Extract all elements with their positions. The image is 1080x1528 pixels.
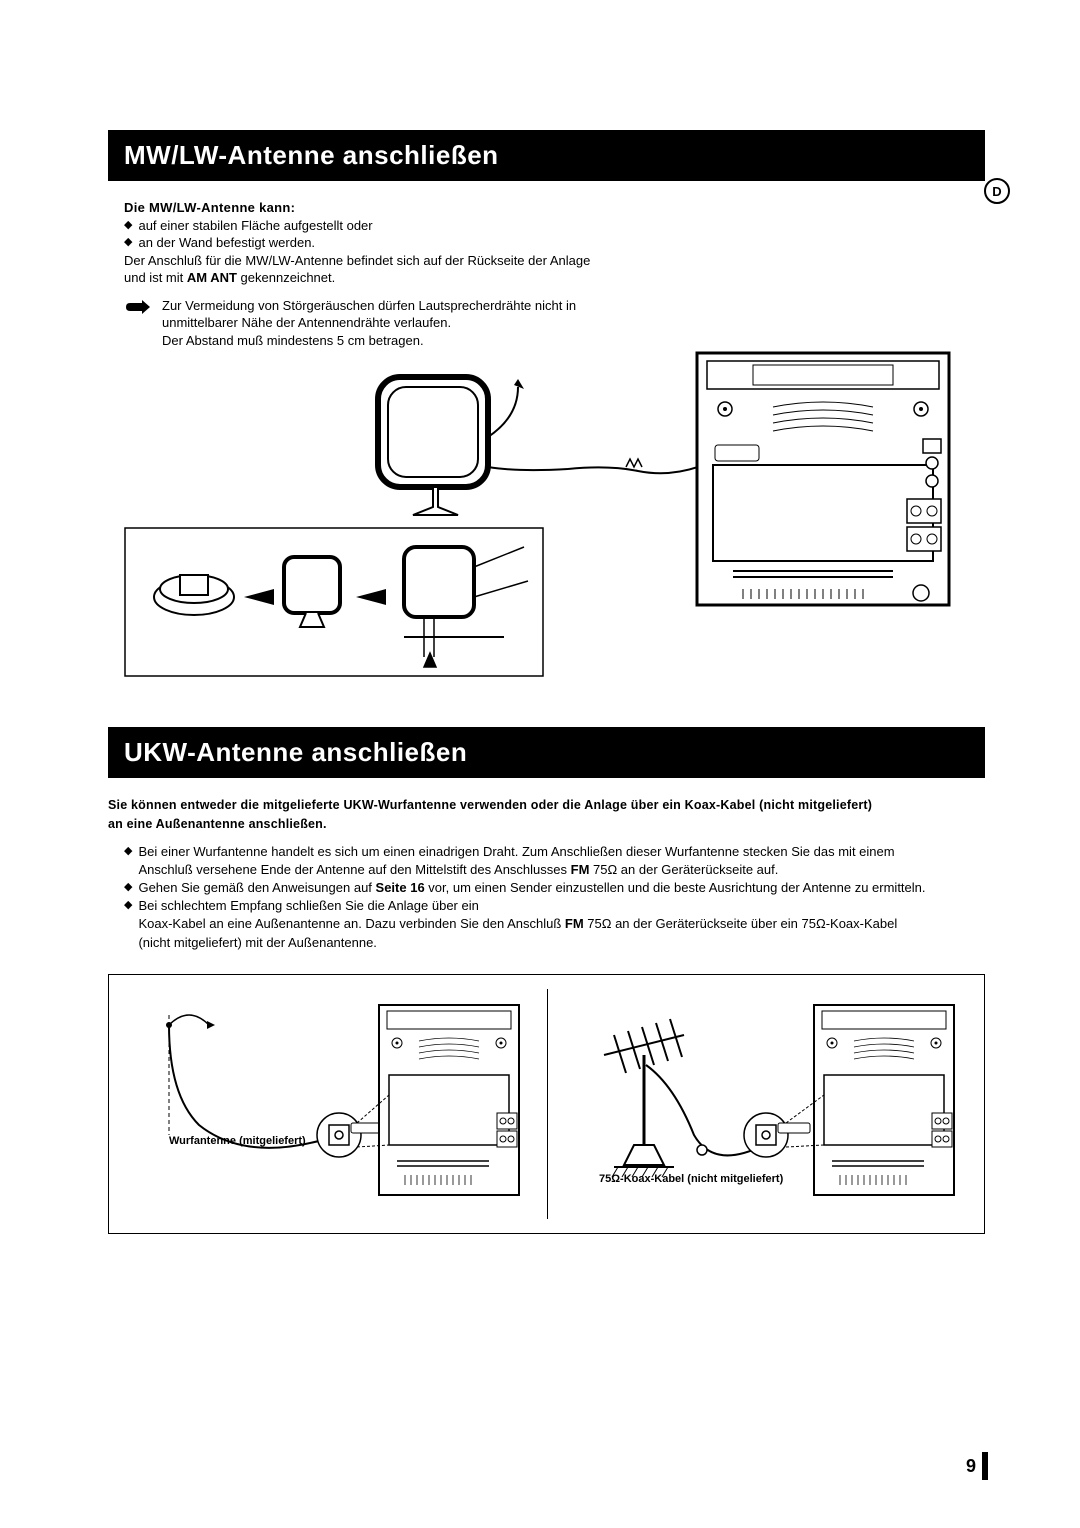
section2-bullet-2-text: Gehen Sie gemäß den Anweisungen auf Seit… <box>138 879 925 897</box>
manual-page: D MW/LW-Antenne anschließen Die MW/LW-An… <box>0 0 1080 1528</box>
device-rear-panel-icon <box>693 349 953 609</box>
antenna-wire-icon <box>568 457 698 487</box>
section1-title-bar: MW/LW-Antenne anschließen <box>108 130 985 181</box>
b3-l2-pre: Koax-Kabel an eine Außenantenne an. Dazu… <box>138 916 564 931</box>
section1-title: MW/LW-Antenne anschließen <box>124 140 969 171</box>
section2-intro-l2: an eine Außenantenne anschließen. <box>108 815 985 833</box>
page-number-bar-icon <box>982 1452 988 1480</box>
wire-antenna-diagram-icon <box>129 995 529 1215</box>
b1-l1: Bei einer Wurfantenne handelt es sich um… <box>138 844 894 859</box>
section2-title-bar: UKW-Antenne anschließen <box>108 727 985 778</box>
section1-bullet-2-text: an der Wand befestigt werden. <box>138 234 315 252</box>
section1-line4-bold: AM ANT <box>187 270 237 285</box>
section1-note-text: Zur Vermeidung von Störgeräuschen dürfen… <box>162 297 576 350</box>
section2-intro-l1: Sie können entweder die mitgelieferte UK… <box>108 796 985 814</box>
b2-post: vor, um einen Sender einzustellen und di… <box>425 880 926 895</box>
section2-bullet-3: ◆ Bei schlechtem Empfang schließen Sie d… <box>124 897 985 952</box>
section2-bullet-1-text: Bei einer Wurfantenne handelt es sich um… <box>138 843 894 879</box>
diamond-bullet-icon: ◆ <box>124 234 132 252</box>
hand-pointing-icon <box>124 297 152 322</box>
section2-bullet-1: ◆ Bei einer Wurfantenne handelt es sich … <box>124 843 985 879</box>
section1-line3: Der Anschluß für die MW/LW-Antenne befin… <box>124 252 985 270</box>
section2-intro: Sie können entweder die mitgelieferte UK… <box>108 796 985 832</box>
section1-figure <box>108 357 985 687</box>
section1-body: Die MW/LW-Antenne kann: ◆ auf einer stab… <box>124 199 985 287</box>
section1-line4: und ist mit AM ANT gekennzeichnet. <box>124 269 985 287</box>
diamond-bullet-icon: ◆ <box>124 897 132 952</box>
section1-note: Zur Vermeidung von Störgeräuschen dürfen… <box>124 297 985 350</box>
diamond-bullet-icon: ◆ <box>124 843 132 879</box>
note-line-1: Zur Vermeidung von Störgeräuschen dürfen… <box>162 297 576 315</box>
note-line-2: unmittelbarer Nähe der Antennendrähte ve… <box>162 314 576 332</box>
section1-lead: Die MW/LW-Antenne kann: <box>124 199 985 217</box>
section2-body: ◆ Bei einer Wurfantenne handelt es sich … <box>108 843 985 952</box>
section1-bullet-1: ◆ auf einer stabilen Fläche aufgestellt … <box>124 217 985 235</box>
b2-pre: Gehen Sie gemäß den Anweisungen auf <box>138 880 375 895</box>
loop-antenna-large-icon <box>318 357 568 517</box>
b3-l1: Bei schlechtem Empfang schließen Sie die… <box>138 898 478 913</box>
note-line-3: Der Abstand muß mindestens 5 cm betragen… <box>162 332 576 350</box>
section2: UKW-Antenne anschließen Sie können entwe… <box>108 727 985 1233</box>
b1-l2-bold: FM <box>571 862 590 877</box>
diamond-bullet-icon: ◆ <box>124 879 132 897</box>
section1-bullet-2: ◆ an der Wand befestigt werden. <box>124 234 985 252</box>
section2-title: UKW-Antenne anschließen <box>124 737 969 768</box>
left-caption: Wurfantenne (mitgeliefert) <box>169 1135 306 1147</box>
antenna-placement-diagram-icon <box>124 527 544 677</box>
figure-divider <box>547 989 548 1219</box>
right-caption: 75Ω-Koax-Kabel (nicht mitgeliefert) <box>599 1173 783 1185</box>
b3-l3: (nicht mitgeliefert) mit der Außenantenn… <box>138 935 376 950</box>
section1-line4-post: gekennzeichnet. <box>237 270 335 285</box>
b3-l2-bold: FM <box>565 916 584 931</box>
b1-l2-pre: Anschluß versehene Ende der Antenne auf … <box>138 862 570 877</box>
page-number-text: 9 <box>966 1456 976 1477</box>
section1-line4-pre: und ist mit <box>124 270 187 285</box>
language-badge-text: D <box>992 184 1001 199</box>
b1-l2-post: 75Ω an der Geräterückseite auf. <box>589 862 778 877</box>
section2-bullet-3-text: Bei schlechtem Empfang schließen Sie die… <box>138 897 897 952</box>
b3-l2-post: 75Ω an der Geräterückseite über ein 75Ω-… <box>584 916 898 931</box>
page-number: 9 <box>966 1452 988 1480</box>
section1-bullet-1-text: auf einer stabilen Fläche aufgestellt od… <box>138 217 372 235</box>
language-badge: D <box>984 178 1010 204</box>
b2-bold: Seite 16 <box>376 880 425 895</box>
section2-figure-box: Wurfantenne (mitgeliefert) <box>108 974 985 1234</box>
diamond-bullet-icon: ◆ <box>124 217 132 235</box>
section2-bullet-2: ◆ Gehen Sie gemäß den Anweisungen auf Se… <box>124 879 985 897</box>
